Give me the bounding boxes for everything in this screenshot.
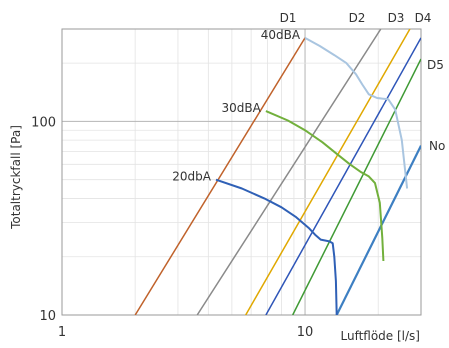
damper-label-no: No — [429, 139, 445, 153]
sound-curve-30dba — [265, 110, 385, 262]
x-axis-label: Luftflöde [l/s] — [340, 329, 420, 343]
damper-line-d4 — [265, 37, 421, 315]
sound-curve-40dba — [304, 37, 409, 189]
plot-frame — [61, 28, 422, 316]
x-tick-label: 10 — [297, 325, 314, 340]
y-tick-label: 100 — [31, 115, 56, 130]
damper-line-d2 — [196, 29, 382, 315]
damper-line-d3 — [245, 29, 411, 315]
sound-label-20dba: 20dbA — [172, 170, 212, 184]
damper-label-d1: D1 — [280, 11, 297, 25]
y-axis-label: Totaltryckfall [Pa] — [9, 125, 23, 230]
x-tick-label: 1 — [58, 325, 66, 340]
damper-line-d1 — [134, 37, 306, 315]
damper-line-no — [335, 145, 421, 315]
damper-label-d2: D2 — [349, 11, 366, 25]
damper-line-d5 — [292, 58, 421, 315]
sound-label-30dba: 30dBA — [222, 101, 262, 115]
y-tick-label: 10 — [39, 309, 56, 324]
sound-curve-20dba — [215, 178, 338, 315]
damper-label-d5: D5 — [427, 58, 444, 72]
sound-label-40dba: 40dBA — [261, 28, 301, 42]
damper-label-d4: D4 — [415, 11, 432, 25]
damper-label-d3: D3 — [388, 11, 405, 25]
